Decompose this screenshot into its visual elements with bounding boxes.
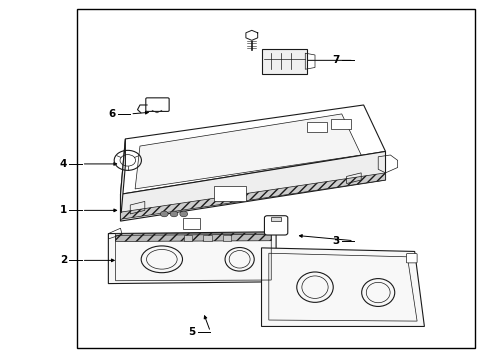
Circle shape (170, 211, 178, 217)
FancyBboxPatch shape (262, 49, 306, 74)
Text: 6: 6 (108, 109, 116, 119)
Text: 1: 1 (60, 205, 67, 215)
FancyBboxPatch shape (183, 217, 200, 229)
Polygon shape (108, 232, 276, 284)
Circle shape (180, 211, 187, 217)
Polygon shape (135, 114, 361, 189)
Polygon shape (116, 233, 271, 242)
Bar (77, 9, 474, 348)
Bar (270, 217, 281, 221)
Polygon shape (120, 173, 385, 219)
Circle shape (160, 211, 168, 217)
Bar (183, 235, 192, 242)
Text: 2: 2 (60, 255, 67, 265)
FancyBboxPatch shape (213, 186, 245, 201)
FancyBboxPatch shape (145, 98, 169, 111)
FancyBboxPatch shape (330, 118, 351, 129)
Text: 3: 3 (331, 236, 339, 246)
Bar (222, 235, 231, 242)
FancyBboxPatch shape (306, 122, 326, 132)
Polygon shape (120, 139, 125, 221)
Polygon shape (261, 248, 424, 327)
Bar (203, 235, 211, 242)
Text: 5: 5 (188, 327, 196, 337)
Text: 4: 4 (60, 159, 67, 169)
Polygon shape (120, 152, 385, 221)
FancyBboxPatch shape (264, 216, 287, 235)
Text: 7: 7 (331, 55, 339, 65)
FancyBboxPatch shape (406, 253, 416, 263)
Polygon shape (245, 30, 257, 40)
